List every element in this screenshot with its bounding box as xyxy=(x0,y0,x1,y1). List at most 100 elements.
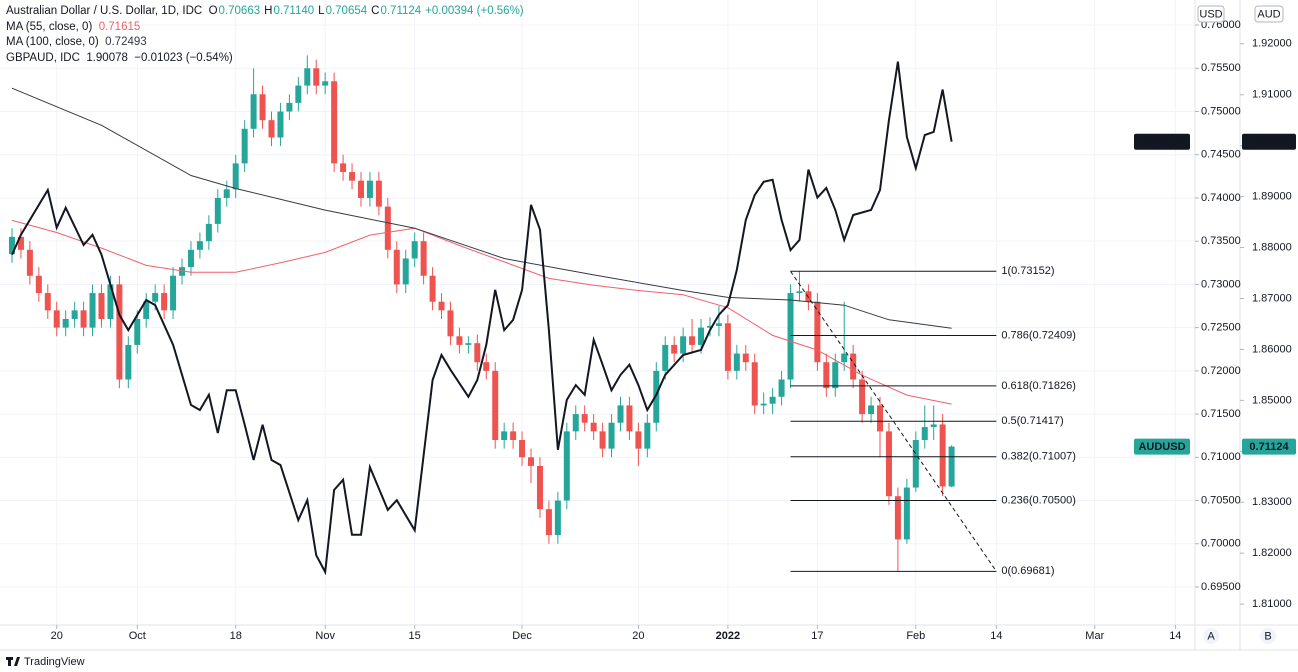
y2-tick-label: 1.88000 xyxy=(1252,241,1292,253)
candle-body xyxy=(375,180,382,207)
y2-tick-label: 1.85000 xyxy=(1252,394,1292,406)
symbol-box xyxy=(1134,133,1190,150)
quote-label: L xyxy=(318,5,325,17)
candle-body xyxy=(796,291,803,294)
candle-body xyxy=(161,293,168,311)
x-tick-label: 15 xyxy=(409,630,421,642)
brand: TradingView xyxy=(24,656,85,668)
y-tick-label: 0.71500 xyxy=(1201,408,1241,420)
candle-body xyxy=(98,293,105,319)
candle-body xyxy=(492,370,499,441)
fib-label: 0.5(0.71417) xyxy=(1001,415,1063,427)
y2-tick-label: 1.83000 xyxy=(1252,496,1292,508)
candle-body xyxy=(733,353,740,371)
candle-body xyxy=(411,241,418,259)
x-tick-label: 17 xyxy=(811,630,823,642)
candle-body xyxy=(268,120,275,138)
candle-body xyxy=(259,94,266,121)
fib-label: 1(0.73152) xyxy=(1001,265,1054,277)
candle-body xyxy=(295,85,302,103)
y2-tick-label: 1.87000 xyxy=(1252,292,1292,304)
y-unit: USD xyxy=(1199,8,1222,20)
candle-body xyxy=(536,465,543,510)
candle-body xyxy=(134,318,141,345)
candle-body xyxy=(304,68,311,86)
y-tick-label: 0.71000 xyxy=(1201,451,1241,463)
candle-body xyxy=(340,163,347,173)
series-last: 0.72493 xyxy=(105,36,147,48)
candle-body xyxy=(751,362,758,406)
candle-body xyxy=(349,172,356,181)
quote-value: 0.71140 xyxy=(273,5,315,17)
symbol-label: AUDUSD xyxy=(1138,441,1185,453)
x-tick-label: 18 xyxy=(230,630,242,642)
candle-body xyxy=(393,249,400,285)
y2-unit: AUD xyxy=(1257,8,1280,20)
fib-label: 0.236(0.70500) xyxy=(1001,494,1076,506)
y2-tick-label: 1.91000 xyxy=(1252,89,1292,101)
series-name: GBPAUD, IDC xyxy=(6,51,80,64)
axis-button-label[interactable]: B xyxy=(1264,630,1271,642)
candle-body xyxy=(823,362,830,389)
candle-body xyxy=(742,353,749,363)
candle-body xyxy=(62,318,69,328)
y-tick-label: 0.74500 xyxy=(1201,149,1241,161)
candle-body xyxy=(107,284,114,319)
candle-body xyxy=(528,457,535,466)
series-line xyxy=(11,61,953,576)
x-tick-label: Dec xyxy=(512,630,532,642)
candle-body xyxy=(456,336,463,345)
candle-body xyxy=(778,379,785,397)
y2-tick-label: 1.92000 xyxy=(1252,38,1292,50)
symbol-box xyxy=(1134,438,1190,455)
candle-body xyxy=(26,249,33,276)
candle-body xyxy=(35,275,42,294)
series-line xyxy=(11,219,952,405)
unit-box xyxy=(1197,5,1225,23)
candle-body xyxy=(885,431,892,497)
chart-title: Australian Dollar / U.S. Dollar, 1D, IDC xyxy=(6,5,203,17)
candle-body xyxy=(930,424,937,428)
series-line xyxy=(11,87,952,329)
y-tick-label: 0.72000 xyxy=(1201,365,1241,377)
y2-tick-label: 1.89000 xyxy=(1252,191,1292,203)
candle-body xyxy=(71,310,78,319)
candle-body xyxy=(760,403,767,406)
axis-button-label[interactable]: A xyxy=(1207,630,1215,642)
candle-body xyxy=(563,431,570,501)
x-tick-label: Mar xyxy=(1085,630,1104,642)
candle-body xyxy=(170,275,177,311)
unit-box xyxy=(1254,5,1284,23)
candle-body xyxy=(608,422,615,449)
x-tick-label: Nov xyxy=(315,630,335,642)
brand-logo xyxy=(6,657,20,666)
candle-body xyxy=(599,431,606,449)
candle-body xyxy=(357,180,364,198)
candle-body xyxy=(787,293,794,380)
candle-body xyxy=(644,422,651,449)
candle-body xyxy=(769,396,776,404)
candle-body xyxy=(89,293,96,328)
fib-label: 0.618(0.71826) xyxy=(1001,380,1076,392)
candle-body xyxy=(214,197,221,224)
quote-value: 0.70663 xyxy=(218,5,261,17)
series-last: 1.90078 xyxy=(86,51,128,64)
candle-body xyxy=(617,405,624,423)
legend-row: GBPAUD, IDC 1.90078 −0.01023 (−0.54%) xyxy=(6,51,528,67)
fib-trend xyxy=(790,270,997,572)
candle-body xyxy=(241,128,248,164)
candle-body xyxy=(44,293,51,311)
quote-value: 0.70654 xyxy=(325,5,368,17)
bottom-axis-bg xyxy=(0,625,1298,672)
y2-tick-label: 1.86000 xyxy=(1252,343,1292,355)
candle-body xyxy=(447,310,454,337)
y-tick-label: 0.75000 xyxy=(1201,105,1241,117)
symbol-label: GBPAUD xyxy=(1139,136,1186,148)
y-tick-label: 0.69500 xyxy=(1201,581,1241,593)
price-label: 1.90078 xyxy=(1249,136,1289,148)
candle-body xyxy=(322,81,329,86)
candle-body xyxy=(572,414,579,432)
x-tick-label: Feb xyxy=(906,630,925,642)
quote-label: H xyxy=(264,5,273,17)
